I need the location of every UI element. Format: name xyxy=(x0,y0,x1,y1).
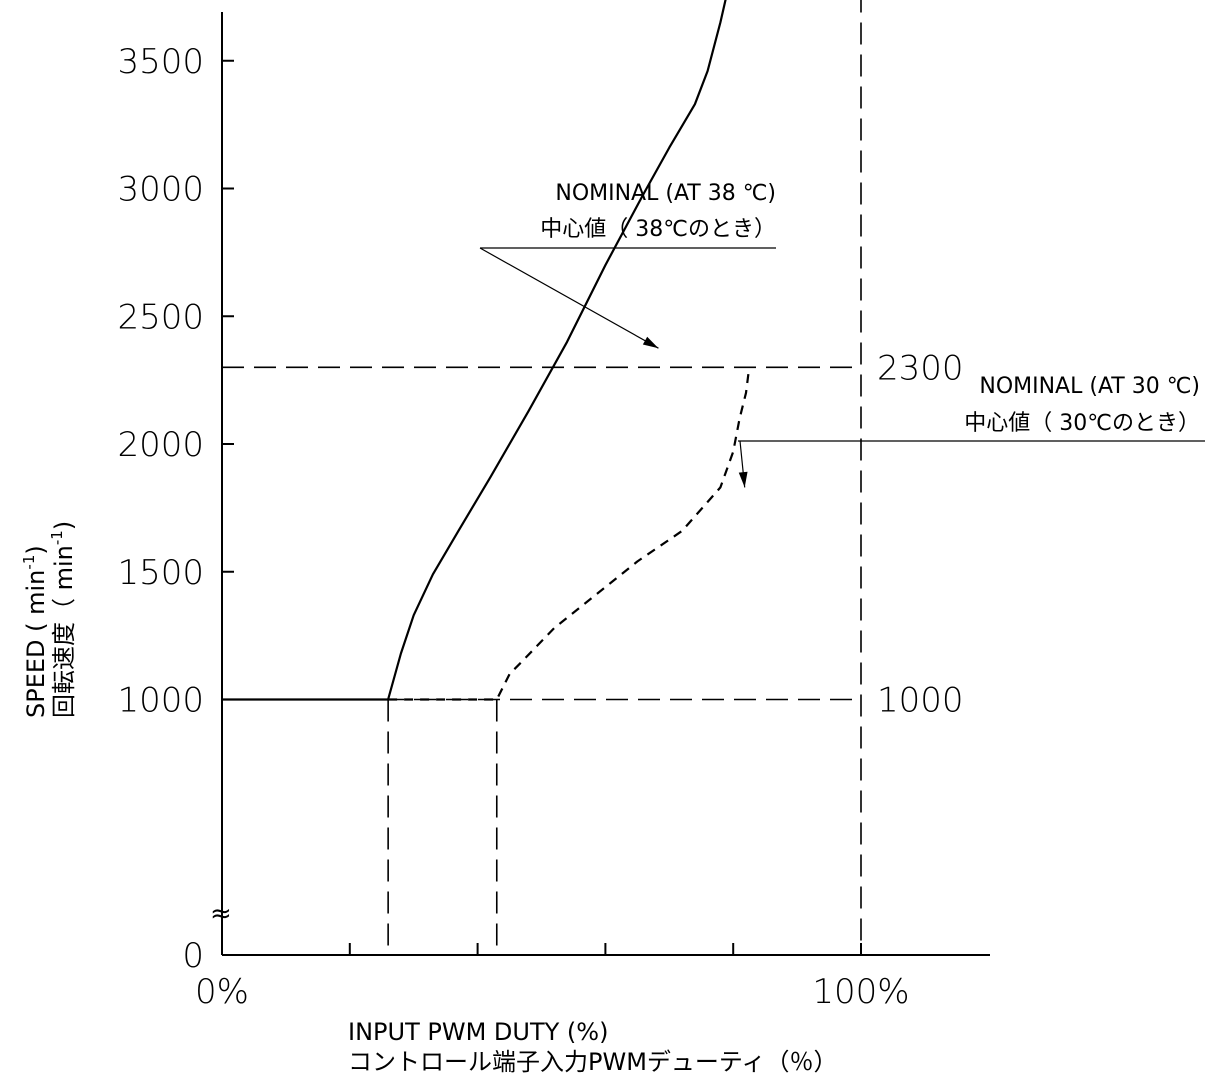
x-tick-label: 0% xyxy=(195,972,249,1012)
x-axis-title-ja: コントロール端子入力PWMデューティ（％） xyxy=(348,1048,837,1075)
annotation-38c-leader xyxy=(479,247,659,349)
y-axis-title-en: SPEED ( min-1) xyxy=(20,545,50,718)
y-axis-title-ja: 回転速度（ min-1) xyxy=(48,521,78,718)
annotation-38c-label-ja: 中心値（ 38℃のとき） xyxy=(540,217,776,242)
annotation-30c-label-ja: 中心値（ 30℃のとき） xyxy=(964,411,1200,436)
series-line-2 xyxy=(388,367,751,701)
y-axis-break-symbol: ≈ xyxy=(210,899,232,929)
tick-labels: 010001500200025003000350040000%100% xyxy=(117,42,909,1012)
reference-value-label: 1000 xyxy=(877,681,964,721)
y-tick-label: 2500 xyxy=(117,297,204,337)
annotation-30c-label-en: NOMINAL (AT 30 ℃) xyxy=(979,374,1200,399)
y-tick-label: 3500 xyxy=(117,42,204,82)
y-tick-label: 1000 xyxy=(117,681,204,721)
x-tick-label: 100% xyxy=(812,972,909,1012)
y-tick-label: 0 xyxy=(182,936,204,976)
x-axis-title-en: INPUT PWM DUTY (%) xyxy=(348,1018,608,1046)
annotation-30c-arrowhead xyxy=(738,471,748,488)
series-line-1 xyxy=(222,0,727,701)
y-tick-label: 1500 xyxy=(117,553,204,593)
series xyxy=(222,0,751,701)
y-tick-label: 3000 xyxy=(117,170,204,210)
y-tick-label: 2000 xyxy=(117,425,204,465)
annotations: NOMINAL (AT 38 ℃) 中心値（ 38℃のとき） NOMINAL (AT… xyxy=(479,181,1205,488)
reference-lines: 390023001000 xyxy=(222,0,964,955)
axes: ≈ xyxy=(210,12,990,956)
annotation-38c-label-en: NOMINAL (AT 38 ℃) xyxy=(555,181,776,206)
reference-value-label: 2300 xyxy=(877,348,964,388)
annotation-38c-arrowhead xyxy=(642,336,659,349)
y-axis-title: SPEED ( min-1) 回転速度（ min-1) xyxy=(20,521,78,718)
